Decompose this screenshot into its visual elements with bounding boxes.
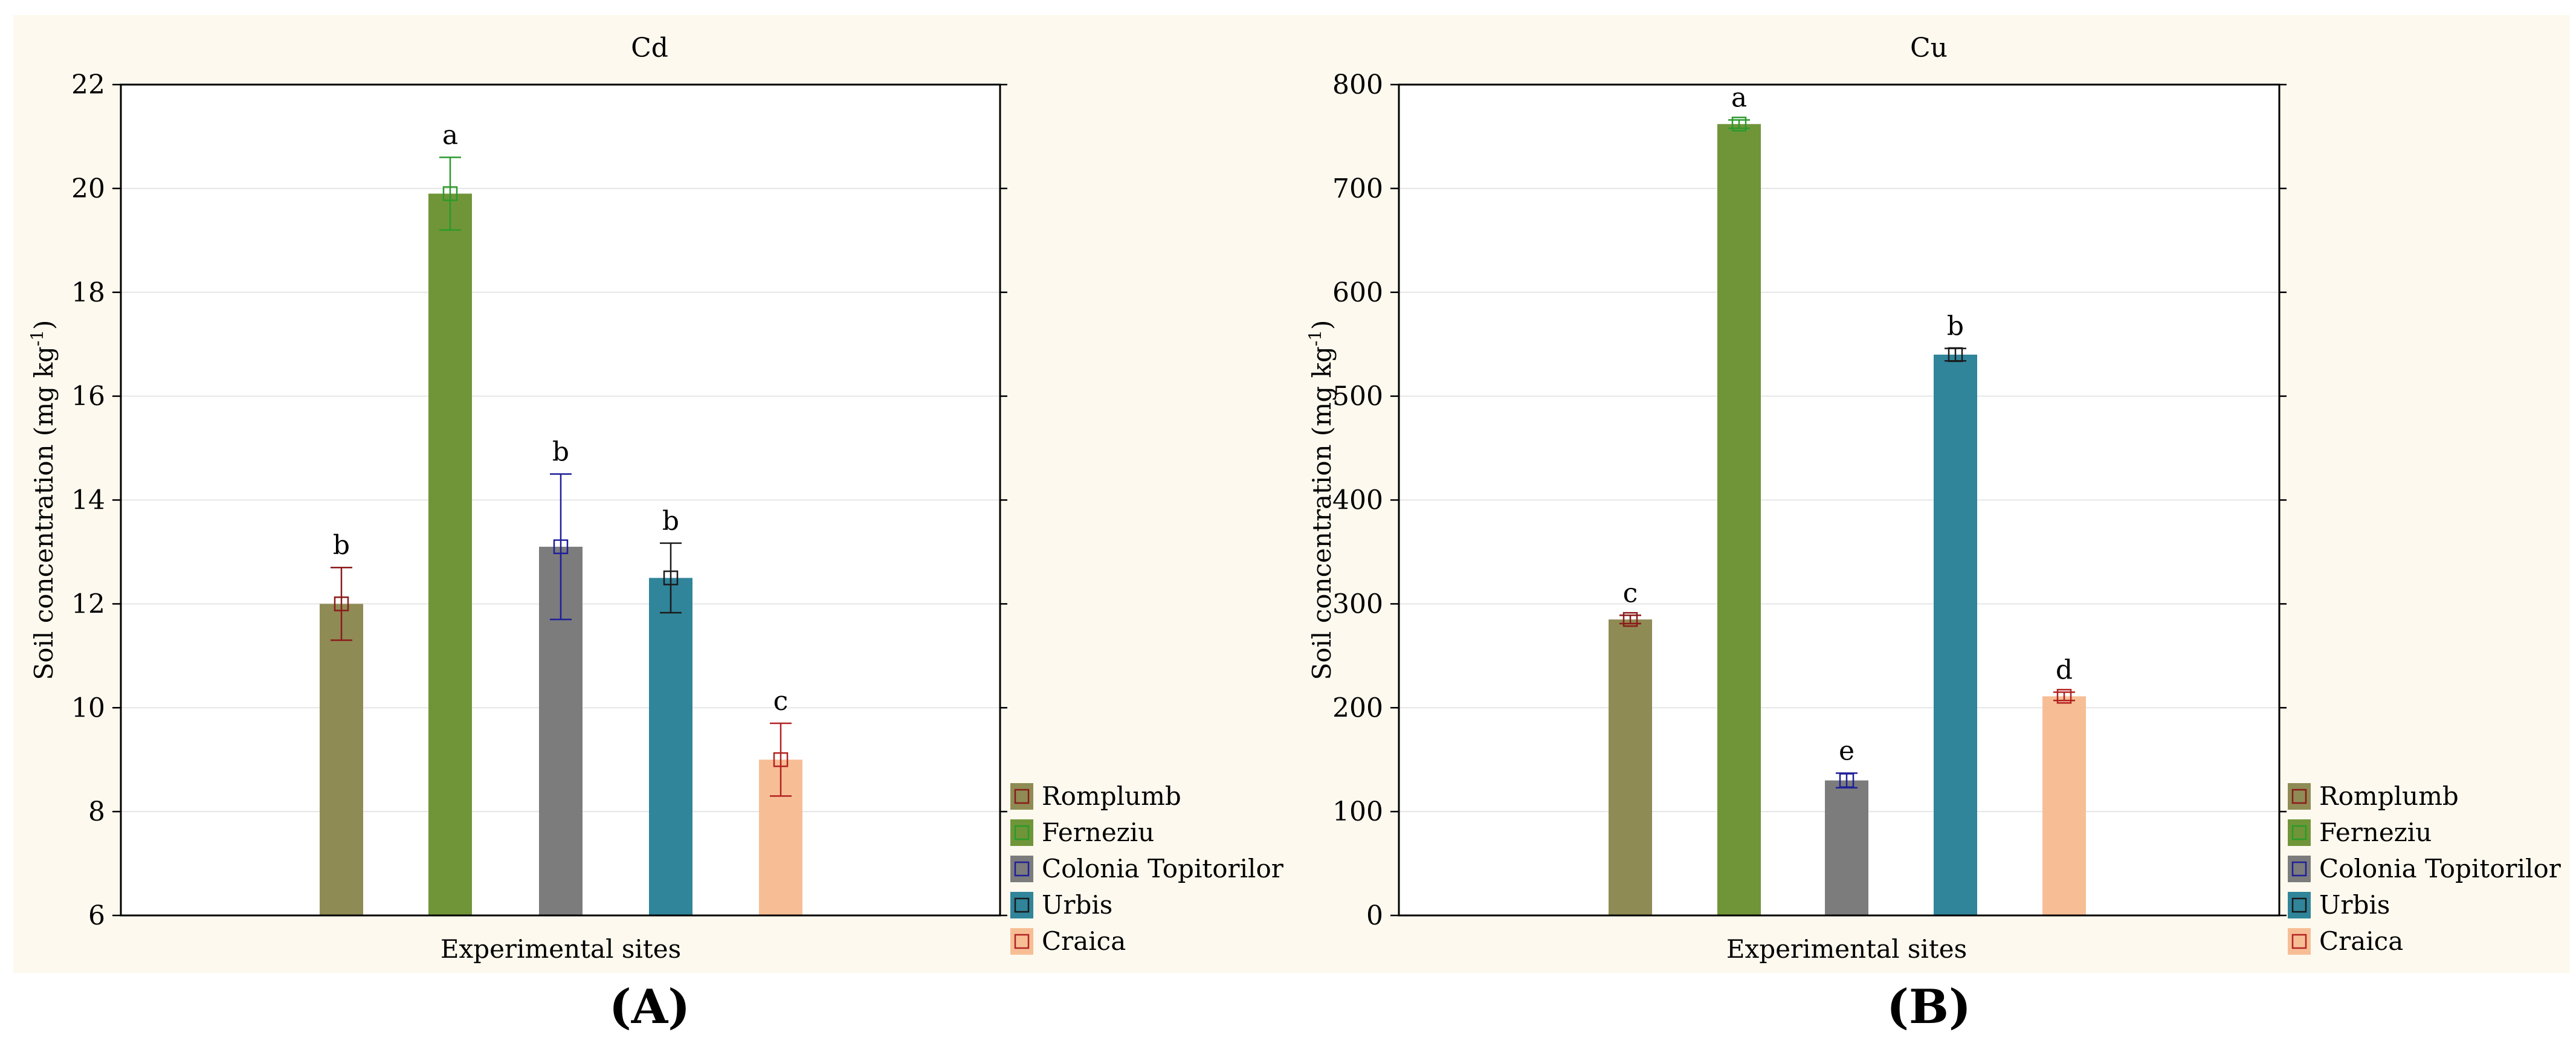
y-tick-label: 800: [1332, 69, 1383, 100]
mean-marker: [1731, 117, 1747, 132]
legend-marker: [2291, 825, 2307, 841]
legend-label: Colonia Topitorilor: [2319, 854, 2561, 883]
legend-label: Urbis: [2319, 890, 2390, 920]
legend-label: Urbis: [1042, 890, 1112, 920]
y-tick-label: 16: [71, 381, 105, 412]
legend-label: Ferneziu: [2319, 818, 2432, 847]
chart-panel-a: 6 8 10 12 14 16 18 20 22 b a b b c Cd Experimental site…: [13, 15, 1294, 1034]
x-axis-label: Experimental sites: [1726, 934, 1967, 964]
significance-letter: a: [1731, 82, 1747, 113]
y-tick-label: 0: [1366, 900, 1383, 931]
y-tick-label: 14: [71, 485, 105, 516]
significance-letter: b: [662, 506, 679, 537]
y-tick-label: 10: [71, 692, 105, 723]
y-tick-label: 8: [88, 796, 105, 827]
significance-letter: e: [1839, 736, 1855, 767]
bar-craica: [2042, 696, 2086, 915]
bar-romplumb: [1609, 619, 1652, 915]
mean-marker: [1839, 773, 1855, 788]
legend-marker: [1014, 897, 1030, 913]
significance-letter: c: [1623, 578, 1638, 608]
legend-marker: [2291, 789, 2307, 804]
significance-letter: b: [333, 530, 350, 561]
mean-marker: [1948, 347, 1963, 363]
axes-frame: [1398, 83, 2281, 917]
y-tick-label: 700: [1332, 173, 1383, 204]
mean-marker: [334, 596, 349, 612]
y-axis-label: Soil concentration (mg kg-1): [1305, 320, 1337, 680]
legend-swatch: [2288, 783, 2311, 810]
y-axis-label: Soil concentration (mg kg-1): [27, 320, 59, 680]
panel-label: (A): [609, 979, 690, 1034]
y-tick-label: 500: [1332, 381, 1383, 412]
significance-letter: d: [2056, 654, 2073, 685]
legend-swatch: [2288, 856, 2311, 882]
legend-label: Colonia Topitorilor: [1042, 854, 1284, 883]
mean-marker: [553, 539, 569, 555]
legend-label: Romplumb: [1042, 781, 1181, 811]
bar-urbis: [1934, 354, 1977, 915]
legend-swatch: [1010, 819, 1033, 846]
legend-swatch: [1010, 892, 1033, 918]
chart-title: Cd: [631, 33, 668, 63]
mean-marker: [663, 570, 679, 586]
y-tick-label: 400: [1332, 485, 1383, 516]
mean-marker: [2056, 689, 2072, 704]
chart-title: Cu: [1910, 33, 1948, 63]
legend-marker: [2291, 934, 2307, 949]
bar-colonia-topitorilor: [1825, 780, 1868, 915]
y-tick-label: 300: [1332, 589, 1383, 619]
significance-letter: a: [442, 120, 458, 150]
legend-label: Craica: [2319, 926, 2403, 956]
y-tick-label: 20: [71, 173, 105, 204]
significance-letter: b: [1947, 311, 1964, 342]
legend-swatch: [2288, 892, 2311, 918]
legend-marker: [1014, 825, 1030, 841]
bar-ferneziu: [428, 193, 472, 915]
chart-panel-b: 0 100 200 300 400 500 600 700 800 c a e b d Cu Experime…: [1289, 15, 2570, 1034]
legend-marker: [1014, 861, 1030, 877]
legend-swatch: [1010, 856, 1033, 882]
y-tick-label: 600: [1332, 277, 1383, 308]
significance-letter: c: [773, 686, 789, 717]
bar-urbis: [649, 578, 692, 915]
legend-swatch: [1010, 928, 1033, 955]
bar-romplumb: [320, 604, 363, 915]
legend-label: Ferneziu: [1042, 818, 1154, 847]
bar-ferneziu: [1717, 124, 1761, 915]
y-tick-label: 6: [88, 900, 105, 931]
legend-swatch: [1010, 783, 1033, 810]
mean-marker: [1622, 612, 1638, 627]
axes-frame: [120, 83, 1001, 917]
y-tick-label: 100: [1332, 796, 1383, 827]
legend-swatch: [2288, 928, 2311, 955]
mean-marker: [773, 752, 789, 767]
legend-label: Craica: [1042, 926, 1126, 956]
y-tick-label: 18: [71, 277, 105, 308]
y-tick-label: 12: [71, 589, 105, 619]
panel-label: (B): [1887, 979, 1971, 1034]
legend-swatch: [2288, 819, 2311, 846]
legend-marker: [1014, 934, 1030, 949]
y-tick-label: 200: [1332, 692, 1383, 723]
legend-marker: [1014, 789, 1030, 804]
legend-marker: [2291, 897, 2307, 913]
x-axis-label: Experimental sites: [441, 934, 681, 964]
y-tick-label: 22: [71, 69, 105, 100]
significance-letter: b: [552, 437, 569, 468]
legend-marker: [2291, 861, 2307, 877]
legend-label: Romplumb: [2319, 781, 2459, 811]
mean-marker: [442, 186, 458, 201]
